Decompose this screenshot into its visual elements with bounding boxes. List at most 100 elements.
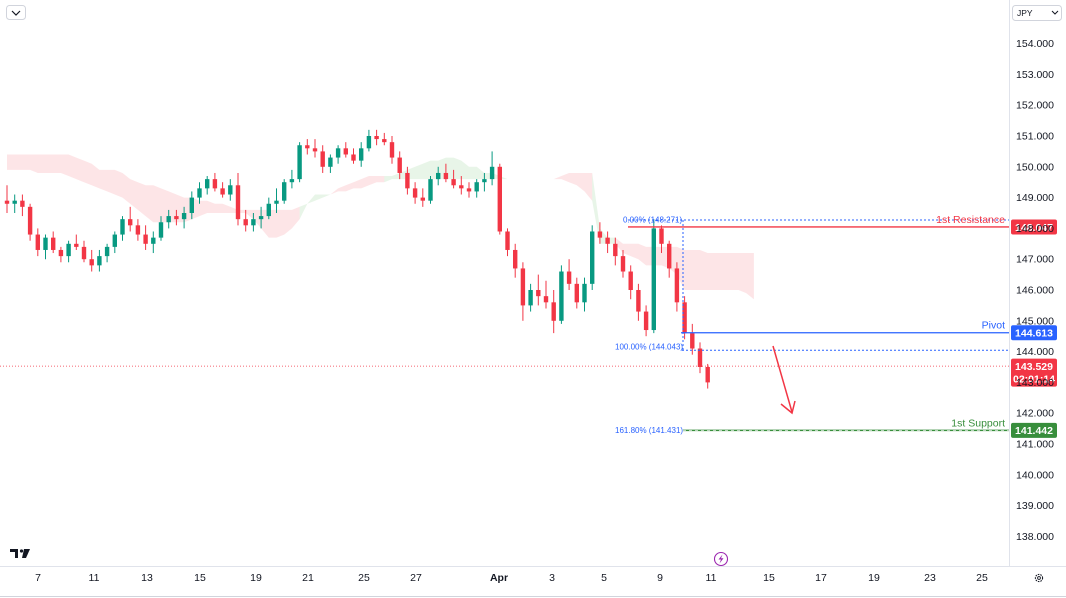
candle (466, 182, 472, 198)
candle (335, 145, 341, 164)
candle (536, 274, 541, 306)
candle (366, 129, 372, 152)
candle (667, 240, 672, 278)
candle-body (51, 237, 56, 250)
lightning-icon[interactable] (713, 551, 729, 567)
candle (289, 169, 295, 189)
time-tick-label: 21 (302, 572, 314, 584)
price-axis[interactable]: 138.000 139.000 140.000 141.000 142.000 143.0… (1016, 38, 1054, 543)
time-tick-label: 17 (815, 572, 827, 584)
candle (505, 228, 510, 257)
candle-body (397, 157, 402, 173)
time-axis[interactable]: 7 11 13 15 19 21 25 27 Apr 3 5 9 11 15 17 19 23 25 (35, 572, 988, 584)
candle-body (4, 200, 10, 204)
candle (12, 194, 17, 213)
time-tick-label: 9 (657, 572, 663, 584)
candle (428, 176, 433, 204)
candle (74, 234, 79, 250)
price-tick-label: 139.000 (1016, 500, 1054, 512)
candle-body (12, 200, 17, 204)
candle (659, 225, 664, 254)
current-price-tag (1011, 358, 1057, 387)
fib-level-label: 161.80% (141.431) (615, 426, 683, 435)
candle-body (659, 228, 664, 244)
level-price-tag (1011, 325, 1057, 341)
candle (543, 280, 549, 309)
candle (112, 231, 117, 254)
candle (374, 129, 379, 146)
candle (412, 182, 418, 204)
level-label: 1st Support (951, 417, 1005, 429)
candle-body (212, 179, 218, 189)
time-tick-label: Apr (490, 572, 508, 584)
time-tick-label: 7 (35, 572, 41, 584)
time-tick-label: 3 (549, 572, 555, 584)
fib-level-label: 0.00% (148.271) (623, 216, 682, 225)
candle (212, 172, 218, 192)
candle-body (320, 151, 325, 167)
candle-body (297, 145, 302, 180)
candle-body (335, 148, 341, 158)
candle (104, 243, 110, 263)
candle-body (451, 179, 456, 186)
tradingview-logo[interactable] (10, 549, 30, 558)
candle-body (605, 237, 610, 244)
price-tick-label: 143.000 (1016, 377, 1054, 389)
candle (181, 206, 187, 229)
candle (235, 172, 241, 226)
candle (582, 277, 587, 312)
candle-body (705, 367, 710, 383)
candle-body (482, 179, 487, 183)
candle-body (166, 216, 171, 223)
candle (305, 139, 310, 155)
candle-body (66, 243, 71, 257)
candle-body (459, 185, 464, 189)
candle (35, 228, 40, 257)
price-tick-label: 150.000 (1016, 161, 1054, 173)
candle (197, 182, 202, 204)
candle-body (474, 182, 479, 192)
candle (651, 219, 656, 334)
candle (489, 151, 495, 186)
candle (158, 216, 164, 241)
candle-body (359, 148, 364, 161)
candle-body (505, 231, 510, 250)
candle (697, 342, 703, 374)
candle-body (43, 237, 48, 250)
candle-body (382, 139, 387, 143)
currency-selector[interactable]: JPY (1012, 5, 1062, 21)
candle-body (120, 219, 125, 235)
time-tick-label: 19 (868, 572, 880, 584)
candle (243, 209, 248, 232)
candles (4, 129, 710, 389)
level-price-tag-text: 141.442 (1015, 425, 1053, 437)
fib-level-label: 100.00% (144.043) (615, 342, 683, 351)
candle (574, 277, 579, 309)
candle (690, 323, 695, 355)
gear-icon[interactable] (1034, 573, 1044, 583)
candle (274, 188, 279, 213)
candle (312, 139, 318, 158)
candle (97, 249, 102, 272)
candle-body (289, 179, 295, 183)
candle-body (436, 172, 441, 180)
candle (58, 246, 64, 263)
candle (27, 203, 33, 241)
price-tick-label: 138.000 (1016, 531, 1054, 543)
candle (266, 197, 271, 220)
time-tick-label: 25 (976, 572, 988, 584)
collapse-button[interactable] (6, 5, 26, 20)
candle-body (690, 333, 695, 349)
candle (205, 176, 210, 195)
time-tick-label: 19 (250, 572, 262, 584)
time-tick-label: 13 (141, 572, 153, 584)
candle (528, 283, 533, 312)
candle (497, 163, 502, 235)
candle-body (513, 249, 518, 269)
candle-body (74, 243, 79, 247)
candle (297, 142, 302, 183)
candle-body (520, 268, 526, 306)
time-tick-label: 15 (194, 572, 206, 584)
candle (605, 231, 610, 254)
